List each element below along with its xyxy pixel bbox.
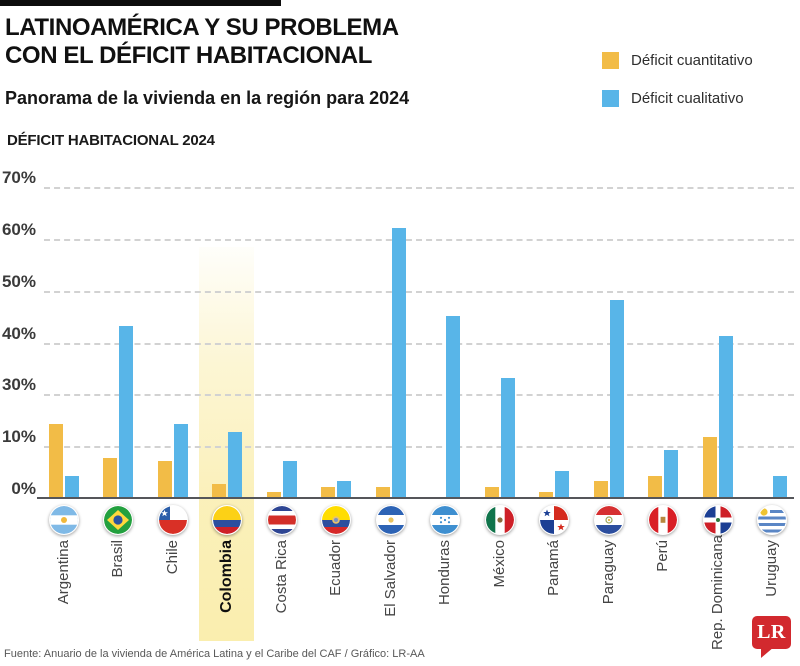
page-title-line2: CON EL DÉFICIT HABITACIONAL <box>5 42 372 69</box>
country-label-ec: Ecuador <box>327 540 345 596</box>
country-label-pe: Perú <box>654 540 672 572</box>
legend-item-1: Déficit cualitativo <box>602 90 753 107</box>
legend-label: Déficit cualitativo <box>631 90 744 107</box>
country-label-cl: Chile <box>163 540 181 575</box>
chart-legend: Déficit cuantitativo Déficit cualitativo <box>602 52 753 128</box>
bar-cualitativo-m-xico <box>500 377 515 497</box>
y-tick-label-70: 70% <box>1 168 36 187</box>
chart-heading: DÉFICIT HABITACIONAL 2024 <box>7 132 215 149</box>
honduras-flag-icon <box>430 505 461 535</box>
country-label-mx: México <box>490 540 508 588</box>
chart-plot-area: 70% 60% 50% 40% 30% 10% 0% <box>2 169 794 499</box>
country-label-sv: El Salvador <box>381 540 399 617</box>
bar-cualitativo-chile <box>173 424 188 497</box>
bar-cualitativo-ecuador <box>337 481 352 497</box>
page-subtitle: Panorama de la vivienda en la región par… <box>5 88 410 108</box>
page-title: LATINOAMÉRICA Y SU PROBLEMA CON EL DÉFIC… <box>5 14 399 70</box>
bar-cualitativo-rep-dominicana <box>718 336 733 497</box>
y-tick-label-50: 50% <box>1 271 36 291</box>
y-tick-label-30: 30% <box>1 375 36 395</box>
country-label-pa: Panamá <box>545 540 563 596</box>
bar-cuantitativo-m-xico <box>484 486 499 497</box>
panama-flag-icon <box>539 505 570 535</box>
page-title-line1: LATINOAMÉRICA Y SU PROBLEMA <box>5 14 399 41</box>
source-credit: Fuente: Anuario de la vivienda de Améric… <box>4 648 425 660</box>
peru-flag-icon <box>648 505 679 535</box>
bar-cualitativo-paraguay <box>609 300 624 497</box>
legend-swatch-icon <box>602 52 619 69</box>
bar-cuantitativo-el-salvador <box>375 486 390 497</box>
bar-cualitativo-el-salvador <box>391 227 406 497</box>
bar-cualitativo-honduras <box>446 315 461 497</box>
lr-logo-tail <box>761 647 774 658</box>
gridline-30% <box>44 394 794 397</box>
bar-cualitativo-argentina <box>65 476 79 497</box>
top-accent-bar <box>0 0 281 6</box>
bar-cualitativo-per- <box>664 450 679 497</box>
gridline-70% <box>44 187 794 189</box>
country-label-cr: Costa Rica <box>272 540 290 614</box>
uruguay-flag-icon <box>756 505 787 535</box>
gridline-40% <box>44 342 794 345</box>
el-salvador-flag-icon <box>375 505 406 535</box>
costa-rica-flag-icon <box>266 505 297 535</box>
bar-cuantitativo-paraguay <box>593 481 608 497</box>
country-label-py: Paraguay <box>599 540 617 605</box>
country-label-br: Brasil <box>109 540 127 578</box>
mexico-flag-icon <box>484 505 515 535</box>
lr-logo-text: LR <box>757 621 786 643</box>
colombia-highlight-band <box>199 247 254 641</box>
country-label-hn: Honduras <box>436 540 454 606</box>
bar-cualitativo-brasil <box>119 325 134 497</box>
bar-cualitativo-uruguay <box>772 476 787 497</box>
bar-cualitativo-costa-rica <box>282 460 297 497</box>
x-axis-line <box>37 497 794 499</box>
bar-cuantitativo-costa-rica <box>266 491 281 497</box>
bar-cuantitativo-panam- <box>539 491 554 497</box>
bar-cuantitativo-argentina <box>49 424 63 497</box>
chile-flag-icon <box>157 505 188 535</box>
bar-cuantitativo-per- <box>648 476 663 497</box>
y-tick-label-0: 0% <box>11 479 36 498</box>
brasil-flag-icon <box>103 505 134 535</box>
country-label-co: Colombia <box>218 540 236 613</box>
y-tick-label-10: 10% <box>1 427 36 447</box>
country-label-do: Rep. Dominicana <box>708 534 726 650</box>
bar-cuantitativo-ecuador <box>321 486 336 497</box>
bar-cualitativo-colombia <box>228 432 243 497</box>
legend-label: Déficit cuantitativo <box>631 52 753 69</box>
gridline-10% <box>44 446 794 449</box>
lr-logo: LR <box>752 616 791 658</box>
argentina-flag-icon <box>49 505 79 535</box>
bar-cuantitativo-colombia <box>212 484 227 497</box>
paraguay-flag-icon <box>593 505 624 535</box>
legend-item-0: Déficit cuantitativo <box>602 52 753 69</box>
y-tick-label-60: 60% <box>1 219 36 239</box>
dominicana-flag-icon <box>702 505 733 535</box>
country-label-ar: Argentina <box>55 540 72 605</box>
y-tick-label-40: 40% <box>1 323 36 343</box>
bar-cuantitativo-brasil <box>103 458 118 497</box>
bar-cualitativo-panam- <box>555 471 570 497</box>
gridline-50% <box>44 290 794 293</box>
gridline-60% <box>44 238 794 241</box>
bar-cuantitativo-rep-dominicana <box>702 437 717 497</box>
colombia-flag-icon <box>212 505 243 535</box>
legend-swatch-icon <box>602 90 619 107</box>
ecuador-flag-icon <box>321 505 352 535</box>
bar-cuantitativo-chile <box>157 460 172 497</box>
